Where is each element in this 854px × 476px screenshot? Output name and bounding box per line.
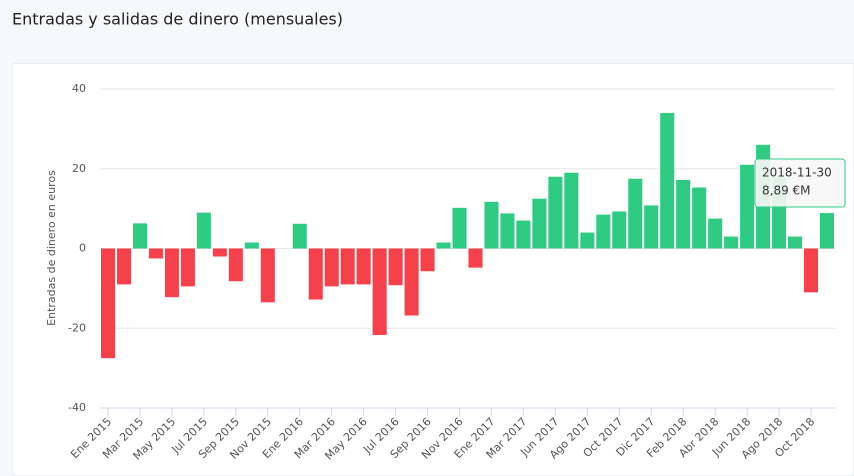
- bar: [436, 242, 451, 249]
- bar: [260, 248, 275, 303]
- chart-title: Entradas y salidas de dinero (mensuales): [12, 10, 343, 29]
- bar: [228, 248, 243, 282]
- tooltip-box: [754, 158, 846, 208]
- bar: [340, 248, 355, 285]
- bar: [196, 212, 211, 249]
- bar: [676, 179, 691, 249]
- bar: [788, 236, 803, 249]
- bar: [484, 201, 499, 249]
- tooltip: 2018-11-30 8,89 €M: [754, 158, 846, 208]
- bar: [660, 112, 675, 249]
- bar: [644, 205, 659, 249]
- y-tick-label: -40: [68, 401, 86, 414]
- bar: [740, 164, 755, 249]
- bar: [132, 223, 147, 249]
- bar: [724, 236, 739, 249]
- bar: [819, 213, 835, 249]
- bar: [244, 242, 259, 249]
- bar: [212, 248, 227, 257]
- bar: [596, 214, 611, 249]
- tooltip-value: 8,89 €M: [762, 184, 811, 198]
- bar: [308, 248, 323, 300]
- y-tick-label: 0: [79, 242, 86, 255]
- bar: [612, 211, 627, 249]
- bar: [420, 248, 435, 272]
- bar: [628, 178, 643, 249]
- bar: [500, 213, 515, 249]
- bar: [100, 248, 116, 359]
- bar: [180, 248, 195, 287]
- bar: [468, 248, 483, 268]
- bar: [116, 248, 131, 285]
- y-tick-label: 20: [72, 162, 86, 175]
- y-axis-label: Entradas de dinero en euros: [45, 170, 58, 326]
- bar: [532, 198, 547, 249]
- bar: [708, 218, 723, 249]
- bar: [452, 207, 467, 249]
- bar: [372, 248, 387, 336]
- bar: [356, 248, 371, 285]
- bar: [404, 248, 419, 316]
- tooltip-date: 2018-11-30: [762, 166, 832, 180]
- bar: [804, 248, 819, 293]
- bar: [292, 223, 307, 249]
- bar: [324, 248, 339, 287]
- bar: [548, 176, 563, 249]
- bar: [148, 248, 163, 259]
- bar: [516, 220, 531, 249]
- bar: [692, 187, 707, 249]
- bar: [564, 172, 579, 249]
- bar: [388, 248, 403, 286]
- y-tick-label: 40: [72, 82, 86, 95]
- bar: [164, 248, 179, 298]
- bar: [580, 232, 595, 249]
- y-tick-label: -20: [68, 321, 86, 334]
